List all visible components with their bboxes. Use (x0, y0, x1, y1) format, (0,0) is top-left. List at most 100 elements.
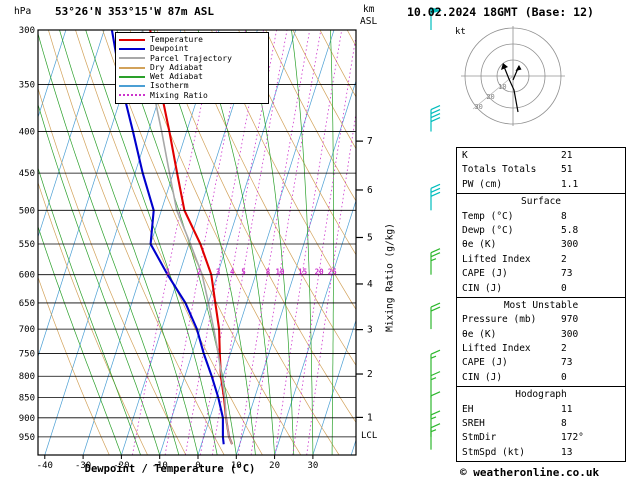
row-label: θe (K) (462, 328, 497, 340)
svg-text:1: 1 (367, 412, 373, 423)
legend-item-wet-adiabat: Wet Adiabat (119, 72, 265, 81)
svg-text:8: 8 (266, 268, 271, 277)
table-row: StmDir 172° (457, 431, 625, 445)
row-value: 1.1 (561, 178, 579, 190)
svg-text:20: 20 (315, 268, 325, 277)
wind-barb (430, 183, 441, 211)
dry-adiabat-line-swatch (119, 66, 145, 69)
table-row: θe (K) 300 (457, 238, 625, 252)
parcel-line-swatch (119, 57, 145, 60)
altitude-unit-label-km: km (363, 4, 375, 15)
row-value: 8 (561, 210, 567, 222)
legend-label: Parcel Trajectory (150, 53, 232, 63)
legend-label: Mixing Ratio (150, 90, 208, 100)
row-value: 21 (561, 150, 573, 161)
svg-text:-30: -30 (75, 461, 91, 471)
row-label: Temp (°C) (462, 210, 514, 222)
wind-barb (430, 349, 441, 377)
svg-text:650: 650 (19, 299, 35, 309)
table-row: StmSpd (kt) 13 (457, 446, 625, 460)
wind-barb (430, 391, 441, 418)
hodograph-stats-box: Hodograph EH 11 SREH 8 StmDir 172° StmSpd (… (456, 386, 626, 463)
svg-text:4: 4 (230, 268, 235, 277)
svg-text:10: 10 (498, 83, 506, 91)
wind-barb (430, 248, 441, 275)
hodograph-trace (501, 63, 522, 113)
svg-text:2: 2 (197, 268, 202, 277)
svg-text:500: 500 (19, 206, 35, 216)
svg-text:400: 400 (19, 128, 35, 138)
legend-item-parcel: Parcel Trajectory (119, 54, 265, 63)
table-row: CAPE (J) 73 (457, 356, 625, 370)
row-label: CIN (J) (462, 371, 503, 383)
temperature-tick-labels: -40 -30 -20 -10 0 10 20 30 (37, 455, 318, 471)
legend-label: Isotherm (150, 81, 189, 91)
pressure-tick-labels: 300 350 400 450 500 550 600 650 700 750 800 850 900 9… (19, 26, 35, 443)
svg-text:0: 0 (195, 461, 200, 471)
general-indices-box: K 21 Totals Totals 51 PW (cm) 1.1 (456, 147, 626, 195)
legend-item-mixing-ratio: Mixing Ratio (119, 91, 265, 100)
km-asl-ticks: 7 6 5 4 3 2 1 LCL (356, 136, 377, 441)
indices-table-column: K 21 Totals Totals 51 PW (cm) 1.1 Surface T… (456, 147, 626, 463)
svg-text:300: 300 (19, 26, 35, 36)
legend-item-temperature: Temperature (119, 35, 265, 44)
table-row: Lifted Index 2 (457, 253, 625, 267)
parcel-trajectory-curve (141, 30, 233, 445)
svg-text:-10: -10 (152, 461, 168, 471)
legend-label: Temperature (150, 35, 203, 44)
row-value: 2 (561, 253, 567, 265)
row-value: 51 (561, 164, 573, 176)
svg-text:6: 6 (367, 185, 373, 196)
svg-text:-20: -20 (113, 461, 129, 471)
legend-item-dry-adiabat: Dry Adiabat (119, 63, 265, 72)
svg-text:750: 750 (19, 349, 35, 359)
svg-text:2: 2 (367, 369, 373, 380)
row-label: StmSpd (kt) (462, 446, 525, 458)
wind-barb-column (430, 7, 443, 450)
table-row: Pressure (mb) 970 (457, 313, 625, 327)
isotherm-line-swatch (119, 85, 145, 88)
row-value: 8 (561, 418, 567, 430)
row-label: Lifted Index (462, 253, 531, 265)
svg-text:30: 30 (307, 461, 318, 471)
table-row: CIN (J) 0 (457, 371, 625, 385)
row-label: θe (K) (462, 239, 497, 251)
table-row: CAPE (J) 73 (457, 267, 625, 281)
svg-text:5: 5 (367, 232, 373, 243)
section-title-hodograph: Hodograph (515, 389, 567, 401)
datetime-label: 10.02.2024 18GMT (Base: 12) (407, 5, 594, 19)
svg-text:20: 20 (269, 461, 280, 471)
lcl-label: LCL (361, 431, 377, 441)
svg-text:700: 700 (19, 325, 35, 335)
svg-text:15: 15 (298, 268, 307, 277)
wet-adiabat-line-swatch (119, 75, 145, 78)
row-value: 970 (561, 314, 579, 326)
table-row: θe (K) 300 (457, 328, 625, 342)
copyright-label: © weatheronline.co.uk (460, 466, 600, 479)
row-label: K (462, 150, 468, 161)
dewpoint-curve (110, 30, 225, 445)
row-label: CIN (J) (462, 282, 503, 294)
svg-text:7: 7 (367, 136, 373, 147)
row-value: 2 (561, 343, 567, 355)
svg-text:10: 10 (276, 268, 286, 277)
svg-text:3: 3 (216, 268, 221, 277)
mixing-ratio-lines (132, 30, 356, 455)
row-label: Totals Totals (462, 164, 537, 176)
svg-text:850: 850 (19, 394, 35, 404)
station-title: 53°26'N 353°15'W 87m ASL (55, 5, 214, 18)
svg-text:20: 20 (486, 93, 494, 101)
dewpoint-line-swatch (119, 47, 145, 50)
legend-label: Dewpoint (150, 44, 189, 54)
row-label: PW (cm) (462, 178, 503, 190)
row-label: SREH (462, 418, 485, 430)
table-row: SREH 8 (457, 417, 625, 431)
section-title-most-unstable: Most Unstable (503, 299, 579, 311)
table-row: CIN (J) 0 (457, 282, 625, 296)
row-label: CAPE (J) (462, 268, 508, 280)
wind-barb (430, 7, 443, 30)
row-label: StmDir (462, 432, 497, 444)
table-row: Temp (°C) 8 (457, 210, 625, 224)
mixing-ratio-axis-title: Mixing Ratio (g/kg) (384, 223, 396, 332)
